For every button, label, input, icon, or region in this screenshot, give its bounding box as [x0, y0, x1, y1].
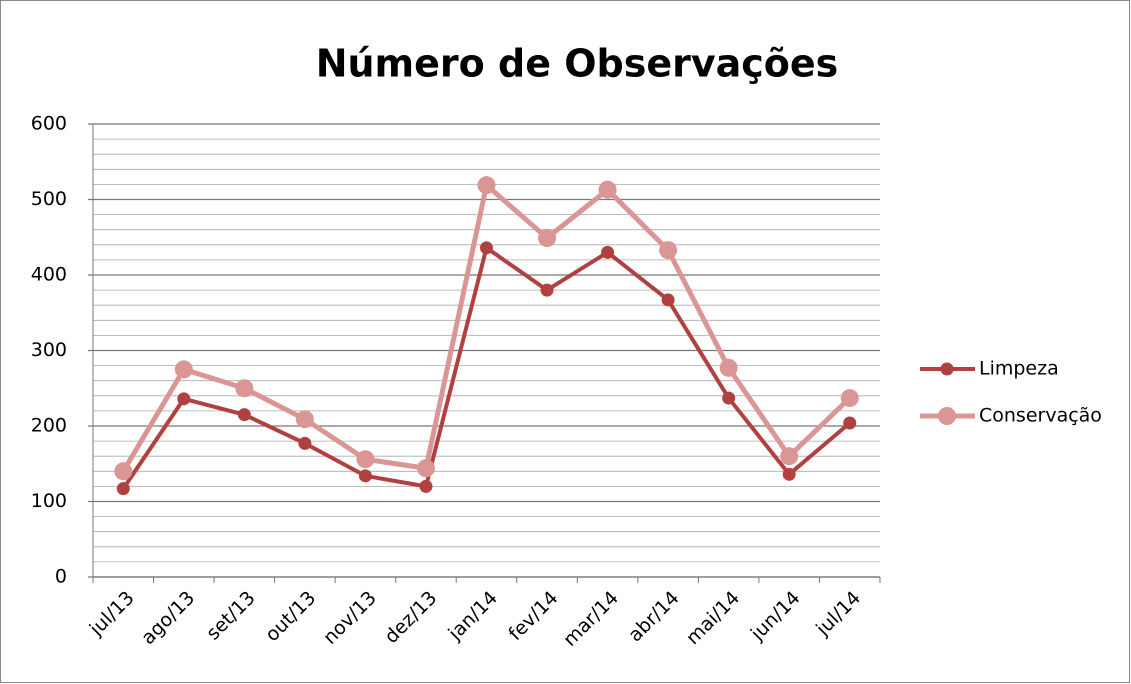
y-tick-label: 100: [31, 490, 67, 512]
y-tick-label: 400: [31, 264, 67, 286]
y-tick-label: 600: [31, 113, 67, 135]
y-tick-label: 200: [31, 415, 67, 437]
legend-label: Limpeza: [979, 358, 1059, 380]
marker: [598, 180, 617, 199]
marker: [540, 283, 554, 297]
y-tick-label: 0: [55, 566, 67, 588]
marker: [235, 379, 254, 398]
marker: [840, 389, 859, 408]
legend-marker: [938, 407, 956, 425]
marker: [116, 482, 130, 496]
marker: [661, 293, 675, 307]
marker: [722, 391, 736, 405]
marker: [174, 360, 193, 379]
y-tick-label: 500: [31, 188, 67, 210]
marker: [719, 358, 738, 377]
legend-marker: [940, 362, 954, 376]
marker: [477, 176, 496, 195]
marker: [782, 467, 796, 481]
marker: [601, 245, 615, 259]
marker: [177, 392, 191, 406]
marker: [843, 416, 857, 430]
marker: [419, 479, 433, 493]
marker: [480, 241, 493, 255]
marker: [295, 410, 314, 429]
marker: [237, 408, 251, 422]
y-tick-label: 300: [31, 339, 67, 361]
marker: [659, 241, 678, 260]
marker: [356, 450, 375, 469]
marker: [358, 469, 372, 483]
marker: [114, 462, 133, 481]
marker: [416, 459, 435, 478]
marker: [538, 229, 557, 248]
marker: [780, 447, 799, 466]
chart-title: Número de Observações: [316, 42, 839, 86]
legend-label: Conservação: [979, 405, 1102, 427]
marker: [298, 436, 312, 450]
